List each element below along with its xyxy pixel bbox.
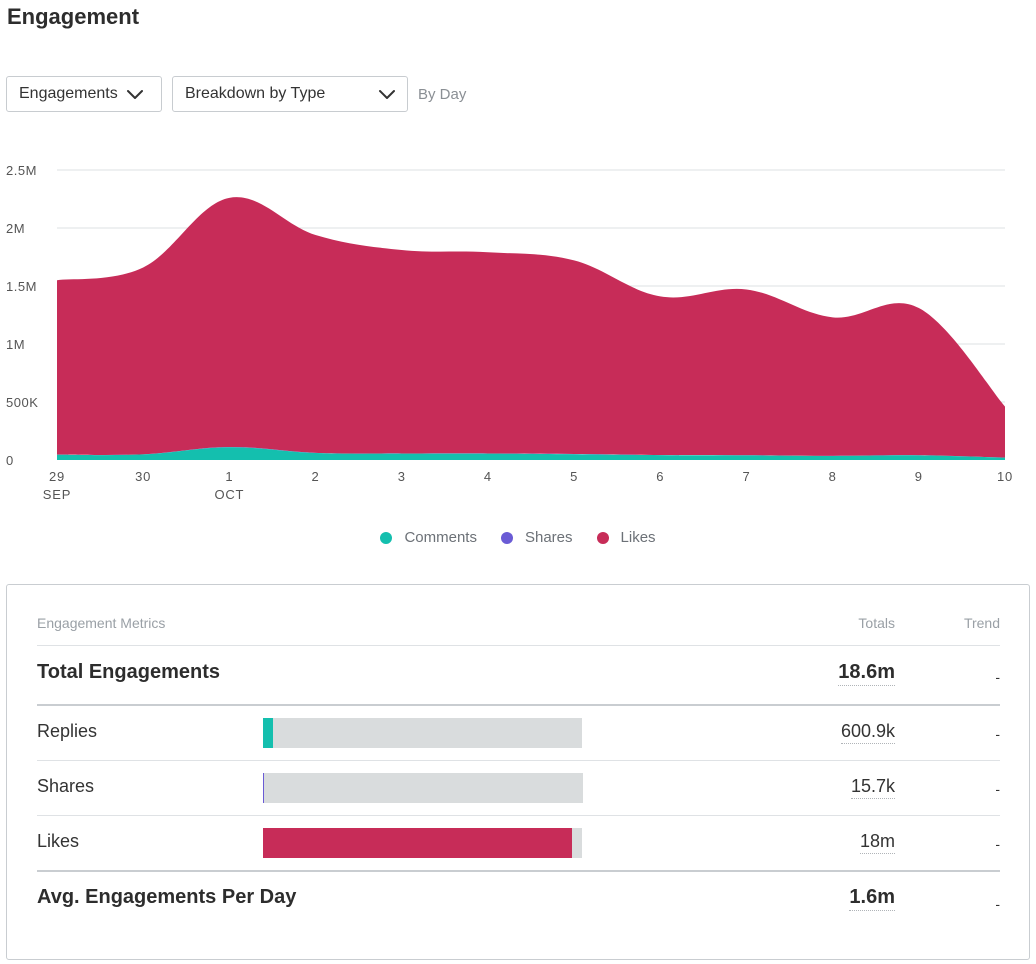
x-tick-label: 3 <box>398 469 406 484</box>
legend-item-likes[interactable]: Likes <box>596 529 656 546</box>
y-tick-label: 500K <box>6 395 38 410</box>
header-totals: Totals <box>858 615 895 631</box>
x-tick-sublabel: SEP <box>43 487 71 502</box>
legend-label: Shares <box>524 529 573 546</box>
header-metrics: Engagement Metrics <box>37 615 166 631</box>
row-trend: - <box>995 781 1000 797</box>
breakdown-select-value: Breakdown by Type <box>185 85 326 102</box>
header-trend: Trend <box>963 615 1000 631</box>
divider <box>37 760 1000 761</box>
row-trend: - <box>995 836 1000 852</box>
x-tick-sublabel: OCT <box>214 487 244 502</box>
bar-fill <box>263 828 572 858</box>
row-label: Replies <box>37 721 98 741</box>
metric-select[interactable]: Engagements <box>6 76 162 112</box>
engagement-area-chart: 0 500K 1M 1.5M 2M 2.5M 29 SEP 30 1 OCT 2 3 4 5 6 7 8 9 10 <box>6 163 1013 502</box>
row-label: Shares <box>37 776 95 796</box>
divider <box>37 645 1000 646</box>
avg-engagements-value: 1.6m <box>849 886 895 911</box>
breakdown-select[interactable]: Breakdown by Type <box>172 76 408 112</box>
legend-label: Comments <box>404 529 477 546</box>
area-likes <box>57 197 1005 458</box>
legend-dot <box>380 531 393 544</box>
avg-engagements-label: Avg. Engagements Per Day <box>37 886 297 908</box>
page-title: Engagement <box>7 4 140 29</box>
total-engagements-label: Total Engagements <box>37 661 220 683</box>
divider <box>37 704 1000 706</box>
x-tick-label: 4 <box>484 469 492 484</box>
engagement-metrics-table: Engagement Metrics Totals Trend Total En… <box>6 584 1030 960</box>
x-tick-label: 7 <box>742 469 750 484</box>
row-value: 15.7k <box>850 776 895 799</box>
avg-engagements-row: Avg. Engagements Per Day 1.6m - <box>37 886 1000 916</box>
legend-item-comments[interactable]: Comments <box>380 529 477 546</box>
total-engagements-row: Total Engagements 18.6m - <box>37 661 1000 691</box>
table-row: Replies 600.9k - <box>37 718 1000 748</box>
divider <box>37 870 1000 872</box>
x-tick-label: 30 <box>135 469 151 484</box>
row-value: 600.9k <box>840 721 895 744</box>
bar-fill <box>263 718 274 748</box>
period-label: By Day <box>418 85 467 103</box>
x-tick-label: 9 <box>915 469 923 484</box>
replies-share-bar <box>263 718 582 748</box>
total-engagements-trend: - <box>995 669 1000 685</box>
divider <box>37 815 1000 816</box>
row-value: 18m <box>859 831 895 854</box>
metric-select-value: Engagements <box>19 85 118 102</box>
chevron-down-icon <box>379 90 395 99</box>
total-engagements-value: 18.6m <box>838 661 895 686</box>
y-tick-label: 2M <box>6 221 25 236</box>
y-tick-label: 0 <box>6 453 14 468</box>
y-tick-label: 1.5M <box>6 279 37 294</box>
x-tick-label: 10 <box>997 469 1013 484</box>
avg-engagements-trend: - <box>995 896 1000 912</box>
area-comments <box>57 447 1005 460</box>
legend-label: Likes <box>620 529 656 546</box>
y-tick-label: 2.5M <box>6 163 37 178</box>
legend-dot <box>596 531 609 544</box>
legend-item-shares[interactable]: Shares <box>500 529 573 546</box>
chart-legend: Comments Shares Likes <box>0 529 1036 546</box>
x-tick-label: 8 <box>829 469 837 484</box>
x-tick-label: 5 <box>570 469 578 484</box>
x-tick-label: 2 <box>312 469 320 484</box>
x-tick-label: 29 <box>49 469 65 484</box>
legend-dot <box>500 531 513 544</box>
chevron-down-icon <box>126 90 143 99</box>
row-label: Likes <box>37 831 80 851</box>
x-tick-label: 1 <box>225 469 233 484</box>
table-row: Shares 15.7k - <box>37 773 1000 803</box>
row-trend: - <box>995 726 1000 742</box>
x-tick-label: 6 <box>656 469 664 484</box>
likes-share-bar <box>263 828 582 858</box>
chart-controls: Engagements Breakdown by Type By Day <box>6 76 466 112</box>
shares-share-bar <box>263 773 583 803</box>
table-row: Likes 18m - <box>37 828 1000 858</box>
y-tick-label: 1M <box>6 337 25 352</box>
